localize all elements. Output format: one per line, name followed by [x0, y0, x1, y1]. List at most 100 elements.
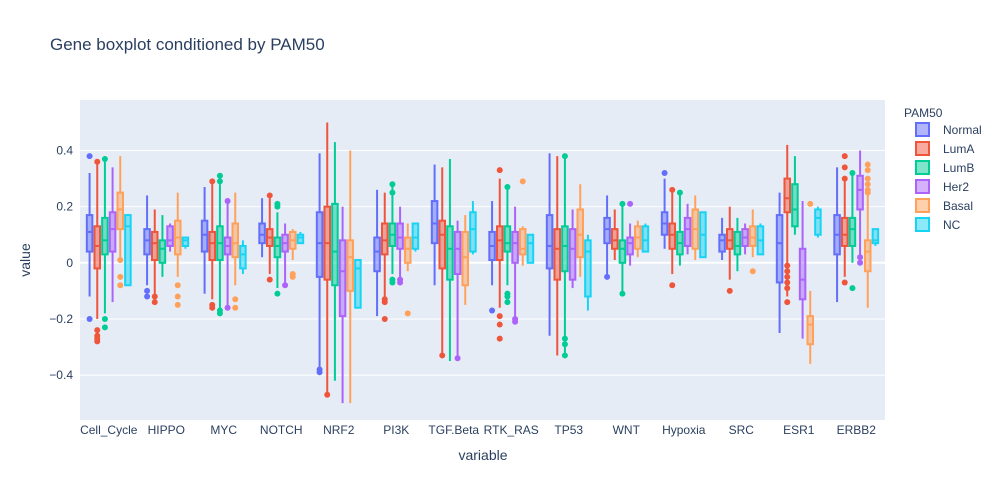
box-iqr	[150, 230, 159, 261]
box-nc	[239, 240, 247, 275]
outlier-point	[117, 273, 124, 280]
x-tick-label: TGF.Beta	[428, 423, 479, 437]
box-normal	[660, 169, 669, 249]
outlier-point	[784, 279, 791, 286]
box-iqr	[814, 208, 822, 236]
outlier-point	[504, 184, 511, 191]
outlier-point	[784, 262, 791, 269]
box-basal	[346, 150, 355, 404]
box-basal	[576, 184, 585, 277]
x-tick-label: ERBB2	[837, 423, 877, 437]
outlier-point	[504, 299, 511, 306]
box-iqr	[806, 315, 815, 346]
legend-label: NC	[943, 218, 961, 232]
outlier-point	[381, 299, 388, 306]
box-iqr	[181, 236, 190, 247]
box-luma	[323, 122, 332, 398]
outlier-point	[439, 352, 446, 359]
x-tick-label: NRF2	[323, 423, 355, 437]
outlier-point	[151, 293, 158, 300]
box-iqr	[200, 219, 209, 253]
legend-label: Normal	[943, 123, 982, 137]
box-basal	[173, 192, 182, 308]
outlier-point	[224, 304, 231, 311]
outlier-point	[849, 285, 856, 292]
box-her2	[396, 206, 404, 286]
box-iqr	[511, 230, 519, 264]
box-iqr	[258, 222, 266, 245]
gridlines	[80, 150, 885, 376]
box-iqr	[725, 228, 734, 250]
box-iqr	[641, 225, 650, 253]
legend-swatch	[915, 160, 930, 175]
box-nc	[124, 214, 132, 287]
box-iqr	[296, 233, 305, 245]
box-nc	[584, 234, 592, 311]
outlier-point	[101, 315, 108, 322]
box-lumb	[733, 217, 742, 272]
box-luma	[610, 209, 619, 260]
outlier-point	[512, 318, 519, 325]
legend-label: LumB	[943, 161, 974, 175]
outlier-point	[101, 155, 108, 162]
outlier-point	[864, 189, 871, 196]
box-basal	[518, 178, 527, 266]
y-tick-label: −0.2	[49, 312, 73, 326]
outlier-point	[807, 200, 814, 207]
x-tick-label: PI3K	[383, 423, 409, 437]
box-luma	[380, 192, 389, 322]
box-iqr	[584, 239, 592, 298]
outlier-point	[496, 335, 503, 342]
box-normal	[143, 195, 151, 300]
outlier-point	[101, 324, 108, 331]
box-iqr	[568, 228, 577, 281]
outlier-point	[661, 169, 668, 176]
box-iqr	[108, 211, 117, 253]
box-iqr	[93, 225, 102, 270]
box-nc	[871, 228, 880, 246]
box-basal	[748, 209, 757, 275]
legend-item-nc: NC	[915, 217, 961, 232]
box-iqr	[518, 228, 527, 256]
box-normal	[315, 153, 324, 376]
outlier-point	[209, 304, 216, 311]
outlier-point	[784, 273, 791, 280]
box-nc	[181, 236, 190, 249]
box-nc	[469, 201, 477, 255]
box-luma	[150, 209, 159, 306]
box-nc	[411, 222, 420, 252]
box-traces	[85, 122, 880, 404]
box-her2	[453, 220, 462, 362]
outlier-point	[224, 198, 231, 205]
outlier-point	[561, 341, 568, 348]
box-her2	[108, 167, 117, 303]
box-nc	[756, 223, 765, 256]
box-her2	[281, 223, 289, 289]
box-iqr	[373, 236, 381, 273]
outlier-point	[849, 169, 856, 176]
outlier-point	[174, 293, 181, 300]
box-normal	[85, 153, 94, 322]
box-normal	[200, 187, 209, 294]
outlier-point	[174, 301, 181, 308]
box-her2	[568, 209, 577, 289]
y-tick-label: 0.2	[56, 200, 73, 214]
legend-label: LumA	[943, 142, 974, 156]
box-her2	[166, 223, 174, 252]
outlier-point	[864, 175, 871, 182]
box-iqr	[354, 259, 362, 309]
box-iqr	[231, 222, 240, 259]
box-iqr	[798, 247, 807, 301]
y-tick-label: 0	[66, 256, 73, 270]
box-iqr	[331, 202, 339, 287]
box-luma	[840, 153, 849, 286]
box-iqr	[748, 225, 757, 247]
y-axis-title: value	[17, 243, 33, 277]
box-nc	[699, 211, 707, 259]
outlier-point	[216, 172, 223, 179]
outlier-point	[232, 296, 239, 303]
legend-swatch	[915, 141, 930, 156]
y-tick-label: 0.4	[56, 144, 73, 158]
box-iqr	[545, 214, 554, 270]
